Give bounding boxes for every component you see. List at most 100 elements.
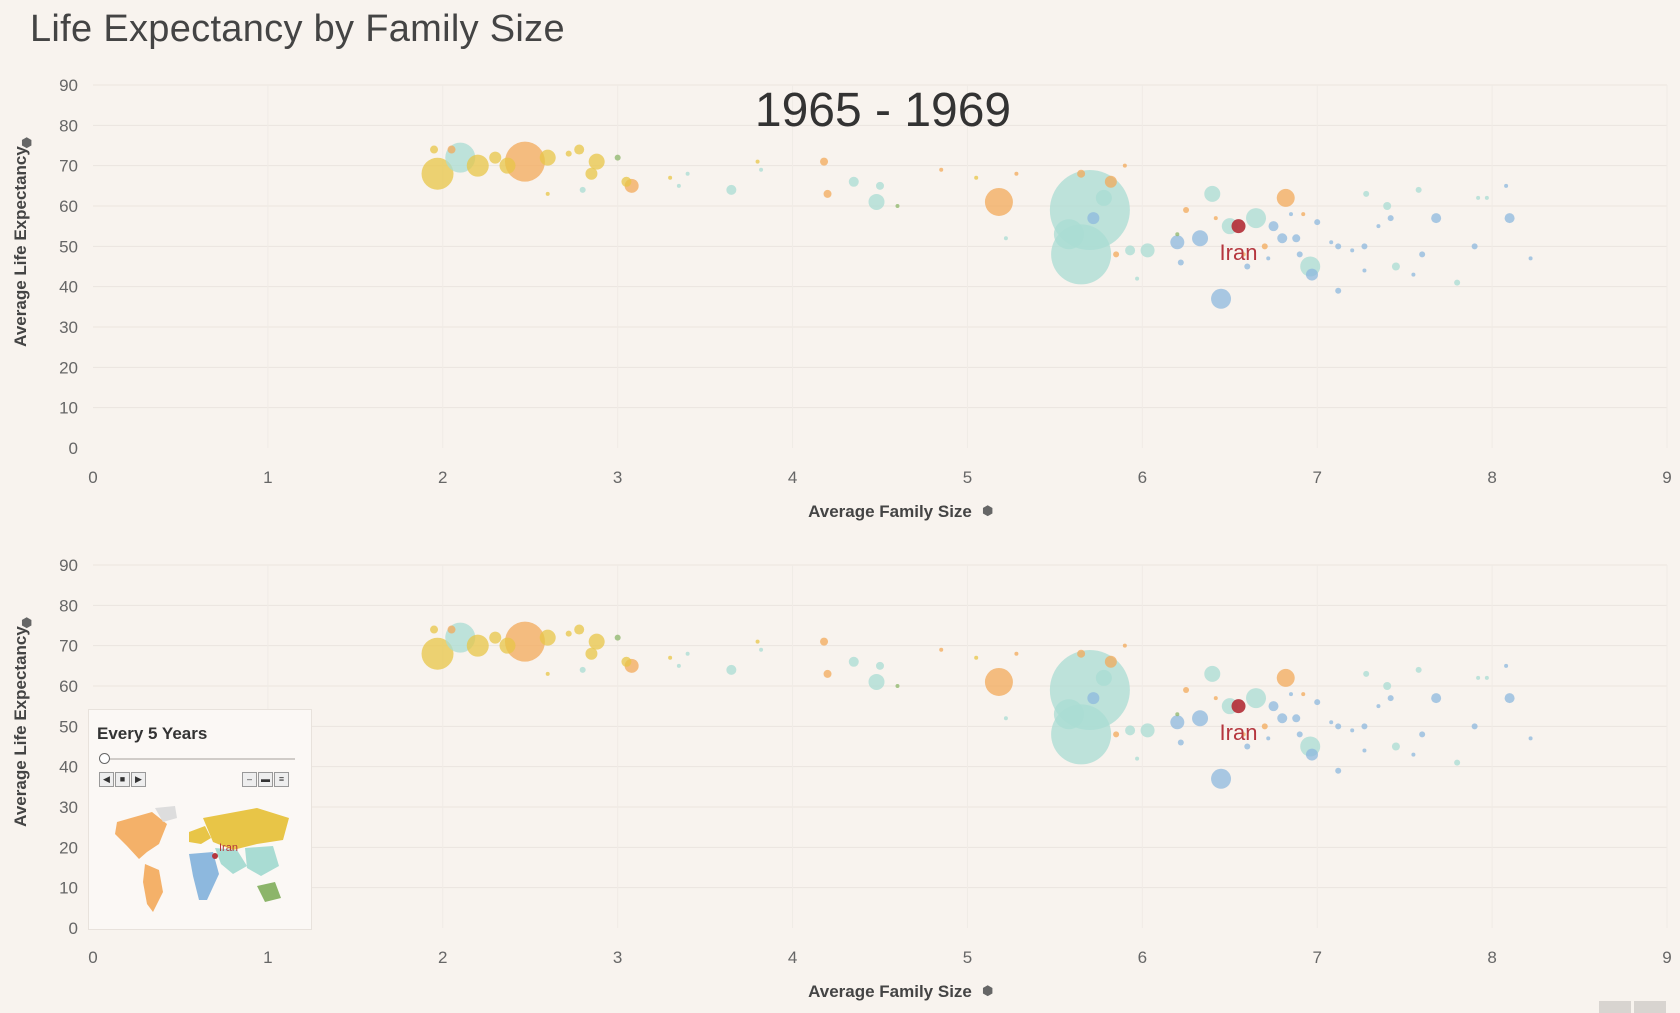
data-point: [1376, 224, 1381, 229]
data-point: [1170, 715, 1185, 730]
fullscreen-button[interactable]: [1599, 1001, 1631, 1013]
data-point: [1177, 739, 1184, 746]
data-point: [579, 186, 586, 193]
data-point: [489, 631, 502, 644]
y-tick-label: 20: [59, 358, 78, 377]
map-highlight-label: Iran: [219, 842, 238, 854]
data-point: [1528, 736, 1533, 741]
speed-fast-icon[interactable]: ≡: [274, 772, 289, 787]
data-point: [588, 153, 605, 170]
data-point: [1415, 186, 1422, 193]
pin-icon: ⬢: [21, 616, 32, 631]
data-point: [1014, 651, 1019, 656]
data-point: [1329, 720, 1334, 725]
data-point: [823, 189, 832, 198]
speed-slow-icon[interactable]: –: [242, 772, 257, 787]
data-point: [1454, 279, 1461, 286]
y-tick-label: 30: [59, 318, 78, 337]
data-point: [1261, 723, 1268, 730]
period-slider-thumb[interactable]: [99, 753, 110, 764]
speed-medium-icon[interactable]: ▬: [258, 772, 273, 787]
y-tick-label: 90: [59, 76, 78, 95]
data-point: [1335, 767, 1342, 774]
data-point: [1476, 195, 1481, 200]
previous-icon[interactable]: ◀: [99, 772, 114, 787]
data-point: [579, 666, 586, 673]
data-point: [726, 184, 737, 195]
legend-panel: Every 5 Years ◀ ■ ▶ – ▬ ≡ Iran: [88, 709, 312, 930]
data-point: [421, 157, 454, 190]
data-point: [676, 663, 681, 668]
y-tick-label: 0: [69, 439, 78, 458]
data-point: [1504, 663, 1509, 668]
data-point: [1419, 731, 1426, 738]
data-point: [447, 145, 456, 154]
data-point: [1391, 742, 1400, 751]
data-point: [1362, 748, 1367, 753]
y-tick-label: 40: [59, 278, 78, 297]
data-point: [1296, 251, 1303, 258]
data-point: [1471, 243, 1478, 250]
data-point: [489, 151, 502, 164]
data-point: [1192, 230, 1209, 247]
data-point: [421, 637, 454, 670]
x-tick-label: 3: [613, 468, 622, 487]
data-point: [1241, 252, 1246, 257]
data-point: [1246, 208, 1267, 229]
data-point: [1335, 243, 1342, 250]
data-point: [1087, 212, 1100, 225]
legend-title: Every 5 Years: [97, 724, 208, 743]
data-point: [1350, 728, 1355, 733]
data-point: [1113, 731, 1120, 738]
data-point: [1177, 259, 1184, 266]
data-point: [1246, 688, 1267, 709]
data-point: [1387, 215, 1394, 222]
data-point: [1122, 163, 1127, 168]
y-tick-label: 60: [59, 197, 78, 216]
data-point: [1329, 240, 1334, 245]
period-slider-track[interactable]: [105, 758, 295, 760]
data-point: [447, 625, 456, 634]
x-axis-label: Average Family Size: [808, 982, 972, 1001]
data-point: [820, 157, 829, 166]
data-point: [1244, 263, 1251, 270]
data-point: [1305, 268, 1318, 281]
data-point: [1362, 268, 1367, 273]
data-point: [1211, 288, 1232, 309]
data-point: [1125, 245, 1136, 256]
stop-icon[interactable]: ■: [115, 772, 130, 787]
data-point: [545, 191, 550, 196]
data-point: [1383, 682, 1392, 690]
x-tick-label: 4: [788, 948, 797, 967]
y-tick-label: 30: [59, 798, 78, 817]
data-point: [539, 629, 556, 646]
chart-panel-2: 0 10 20 30 40 50 60 70 80 90 0 1 2 3 4 5 6 7 8 9 Average Fam…: [11, 556, 1672, 1001]
data-point: [574, 144, 585, 155]
data-point: [755, 159, 760, 164]
y-tick-label: 60: [59, 677, 78, 696]
world-map-filter[interactable]: Iran: [97, 804, 303, 922]
data-point: [1244, 743, 1251, 750]
data-point: [1183, 207, 1190, 214]
data-point: [1391, 262, 1400, 271]
data-point: [430, 625, 439, 634]
data-point: [1104, 655, 1117, 668]
data-point: [1125, 725, 1136, 736]
data-point: [1292, 714, 1301, 723]
share-button[interactable]: [1634, 1001, 1666, 1013]
y-tick-label: 50: [59, 717, 78, 736]
data-point: [895, 684, 900, 688]
x-tick-label: 3: [613, 948, 622, 967]
data-point: [1192, 710, 1209, 727]
play-icon[interactable]: ▶: [131, 772, 146, 787]
data-point: [1231, 699, 1246, 714]
data-point: [1277, 233, 1288, 244]
y-tick-label: 70: [59, 157, 78, 176]
data-point: [726, 664, 737, 675]
data-point: [588, 633, 605, 650]
pin-icon: ⬢: [982, 984, 993, 999]
x-tick-label: 4: [788, 468, 797, 487]
data-point: [565, 630, 572, 637]
data-point: [1277, 713, 1288, 724]
data-point: [1135, 756, 1140, 761]
